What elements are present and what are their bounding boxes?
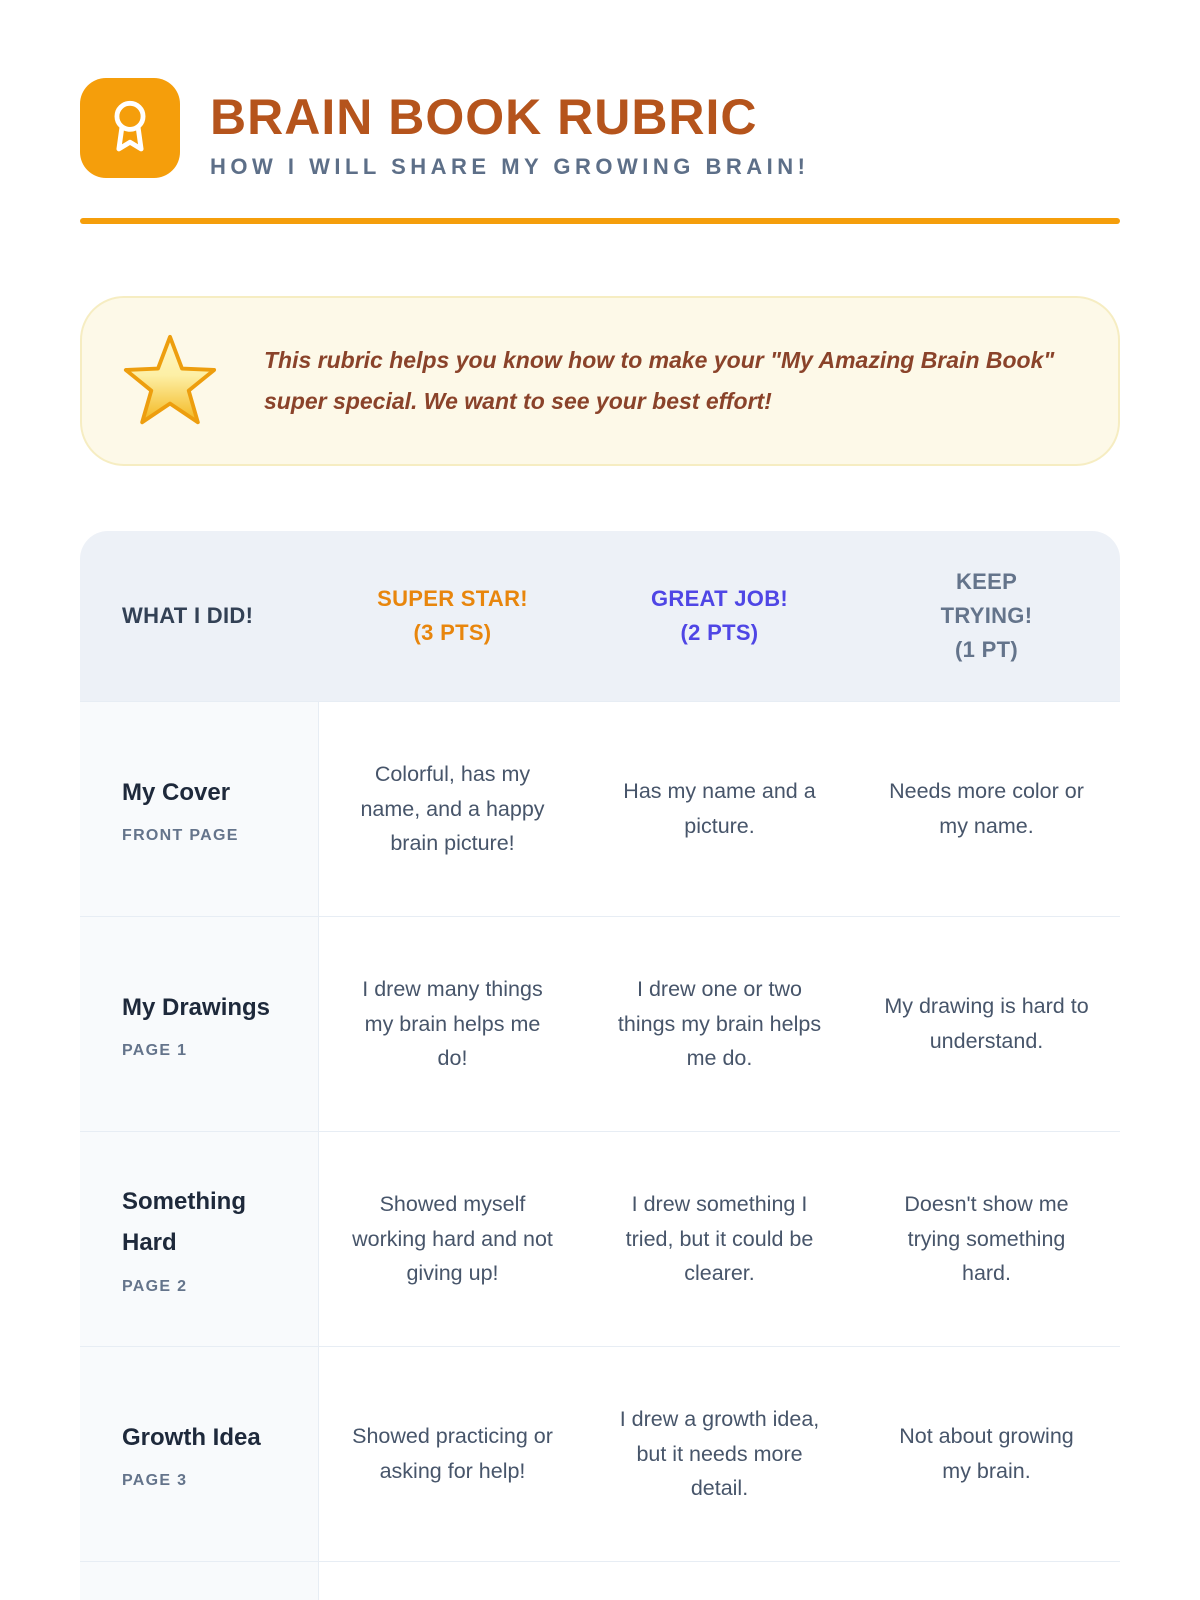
column-points: (2 PTS) xyxy=(680,620,759,645)
table-row-partial xyxy=(80,1561,1120,1600)
criterion-page-label: PAGE 2 xyxy=(122,1277,188,1295)
page-subtitle: HOW I WILL SHARE MY GROWING BRAIN! xyxy=(210,154,810,179)
keep-trying-cell: Needs more color or my name. xyxy=(853,702,1120,916)
cell-text: Showed practicing or asking for help! xyxy=(352,1424,553,1483)
page-title: BRAIN BOOK RUBRIC xyxy=(210,89,758,145)
star-icon xyxy=(122,333,218,429)
criterion-page-label: PAGE 1 xyxy=(122,1042,188,1060)
column-label: KEEP TRYING! xyxy=(940,568,1033,628)
callout-text: This rubric helps you know how to make y… xyxy=(264,346,1055,414)
table-row-my-cover: My Cover FRONT PAGE Colorful, has my nam… xyxy=(80,701,1120,916)
cell-text: Not about growing my brain. xyxy=(899,1424,1074,1483)
super-star-cell: Showed practicing or asking for help! xyxy=(319,1347,586,1561)
cell-text: My drawing is hard to understand. xyxy=(884,994,1089,1053)
table-row-something-hard: Something Hard PAGE 2 Showed myself work… xyxy=(80,1131,1120,1346)
great-job-cell: I drew one or two things my brain helps … xyxy=(586,917,853,1131)
column-points: (1 PT) xyxy=(955,637,1018,663)
title-block: BRAIN BOOK RUBRIC HOW I WILL SHARE MY GR… xyxy=(210,78,810,180)
header-divider xyxy=(80,218,1120,224)
super-star-cell: I drew many things my brain helps me do! xyxy=(319,917,586,1131)
intro-callout: This rubric helps you know how to make y… xyxy=(80,296,1120,466)
criterion-cell xyxy=(80,1562,319,1600)
award-ribbon-icon xyxy=(101,97,159,160)
column-header-super-star: SUPER STAR! (3 PTS) xyxy=(319,582,586,650)
super-star-cell xyxy=(319,1562,586,1600)
cell-text: Colorful, has my name, and a happy brain… xyxy=(360,761,545,856)
column-points: (3 PTS) xyxy=(413,620,492,645)
award-badge xyxy=(80,78,180,178)
rubric-table: WHAT I DID! SUPER STAR! (3 PTS) GREAT JO… xyxy=(80,531,1120,1600)
criterion-cell: Something Hard PAGE 2 xyxy=(80,1132,319,1346)
column-header-great-job: GREAT JOB! (2 PTS) xyxy=(586,582,853,650)
cell-text: I drew many things my brain helps me do! xyxy=(362,976,543,1071)
criterion-cell: My Cover FRONT PAGE xyxy=(80,702,319,916)
cell-text: Has my name and a picture. xyxy=(623,779,816,838)
cell-text: I drew something I tried, but it could b… xyxy=(625,1191,814,1286)
column-label: GREAT JOB! xyxy=(650,585,789,611)
criterion-title: My Cover xyxy=(122,778,231,806)
keep-trying-cell: Not about growing my brain. xyxy=(853,1347,1120,1561)
criterion-cell: My Drawings PAGE 1 xyxy=(80,917,319,1131)
criterion-cell: Growth Idea PAGE 3 xyxy=(80,1347,319,1561)
keep-trying-cell: My drawing is hard to understand. xyxy=(853,917,1120,1131)
criterion-page-label: FRONT PAGE xyxy=(122,827,239,845)
super-star-cell: Showed myself working hard and not givin… xyxy=(319,1132,586,1346)
great-job-cell: I drew a growth idea, but it needs more … xyxy=(586,1347,853,1561)
criterion-title: Growth Idea xyxy=(122,1423,261,1451)
column-label: SUPER STAR! xyxy=(377,585,528,611)
great-job-cell: I drew something I tried, but it could b… xyxy=(586,1132,853,1346)
criterion-page-label: PAGE 3 xyxy=(122,1472,188,1490)
criterion-title: Something Hard xyxy=(122,1188,246,1256)
cell-text: Doesn't show me trying something hard. xyxy=(904,1191,1069,1286)
cell-text: I drew one or two things my brain helps … xyxy=(617,976,822,1071)
great-job-cell xyxy=(586,1562,853,1600)
column-header-keep-trying: KEEP TRYING! (1 PT) xyxy=(853,565,1120,667)
table-row-my-drawings: My Drawings PAGE 1 I drew many things my… xyxy=(80,916,1120,1131)
page-header: BRAIN BOOK RUBRIC HOW I WILL SHARE MY GR… xyxy=(80,0,1120,180)
table-row-growth-idea: Growth Idea PAGE 3 Showed practicing or … xyxy=(80,1346,1120,1561)
cell-text: Showed myself working hard and not givin… xyxy=(352,1191,553,1286)
rubric-page: BRAIN BOOK RUBRIC HOW I WILL SHARE MY GR… xyxy=(80,0,1120,1600)
keep-trying-cell xyxy=(853,1562,1120,1600)
keep-trying-cell: Doesn't show me trying something hard. xyxy=(853,1132,1120,1346)
table-header-row: WHAT I DID! SUPER STAR! (3 PTS) GREAT JO… xyxy=(80,531,1120,701)
super-star-cell: Colorful, has my name, and a happy brain… xyxy=(319,702,586,916)
cell-text: I drew a growth idea, but it needs more … xyxy=(619,1406,820,1501)
cell-text: Needs more color or my name. xyxy=(889,779,1084,838)
column-header-what-i-did: WHAT I DID! xyxy=(122,602,254,628)
criterion-title: My Drawings xyxy=(122,993,271,1021)
great-job-cell: Has my name and a picture. xyxy=(586,702,853,916)
